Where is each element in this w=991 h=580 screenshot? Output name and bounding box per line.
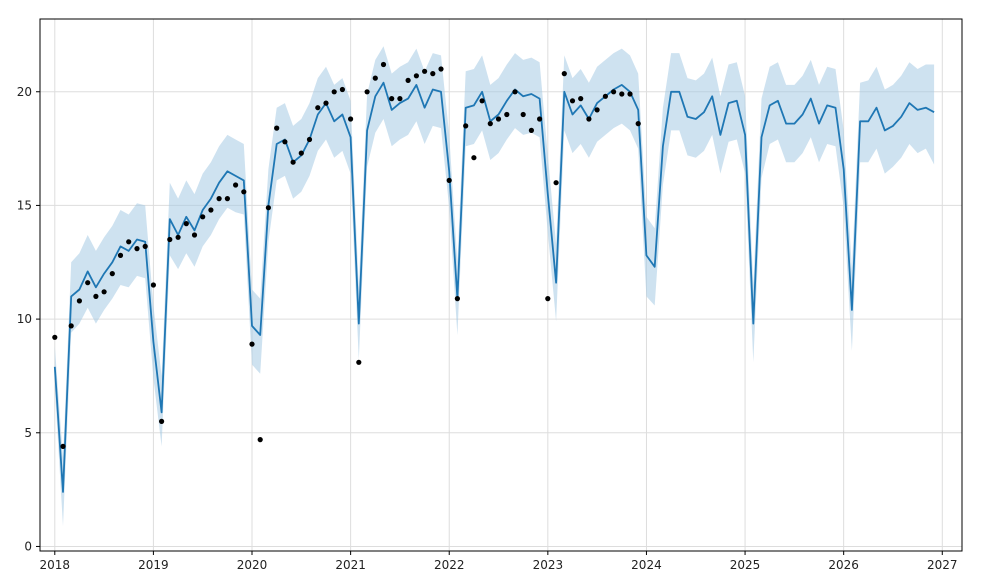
- observed-point: [142, 243, 148, 249]
- x-axis: 2018 2019 2020 2021 2022 2023 2024 2025 2026 2027: [40, 551, 958, 572]
- y-tick-label: 20: [17, 85, 32, 99]
- observed-point: [627, 91, 633, 97]
- observed-point: [216, 196, 222, 202]
- observed-point: [619, 91, 625, 97]
- observed-point: [446, 177, 452, 183]
- observed-point: [274, 125, 280, 131]
- x-tick-label: 2027: [927, 558, 958, 572]
- observed-point: [348, 116, 354, 122]
- observed-point: [356, 359, 362, 365]
- observed-point: [611, 89, 617, 95]
- observed-point: [528, 127, 535, 133]
- observed-point: [602, 93, 609, 99]
- observed-point: [438, 66, 444, 72]
- observed-point: [405, 77, 411, 83]
- observed-point: [159, 418, 165, 424]
- observed-point: [224, 196, 230, 202]
- uncertainty-band-area: [54, 46, 935, 527]
- x-tick-label: 2026: [828, 558, 859, 572]
- observed-point: [578, 96, 584, 102]
- observed-point: [191, 232, 198, 238]
- observed-point: [52, 334, 58, 340]
- y-tick-label: 0: [24, 539, 32, 553]
- observed-point: [422, 68, 428, 74]
- observed-point: [537, 116, 543, 122]
- plot-frame: [39, 18, 963, 552]
- observed-point: [495, 116, 502, 122]
- observed-point: [117, 252, 124, 258]
- observed-point: [389, 96, 395, 102]
- observed-point: [635, 121, 641, 127]
- observed-point: [183, 221, 189, 227]
- observed-point: [331, 89, 337, 95]
- y-tick-label: 10: [17, 312, 32, 326]
- observed-point: [471, 155, 477, 161]
- y-tick-label: 15: [17, 198, 32, 212]
- observed-point: [233, 182, 239, 188]
- observed-point: [290, 159, 296, 165]
- observed-point: [323, 100, 329, 106]
- observed-point: [545, 296, 551, 302]
- observed-point: [586, 116, 592, 122]
- observed-point: [93, 293, 99, 299]
- observed-point: [463, 123, 469, 129]
- observed-point: [512, 89, 518, 95]
- observed-point: [315, 105, 321, 111]
- observed-point: [76, 298, 82, 304]
- observed-point: [68, 323, 74, 329]
- observed-point: [372, 75, 378, 81]
- forecast-line-group: [53, 81, 935, 493]
- observed-point: [126, 239, 132, 245]
- observed-point: [109, 271, 115, 277]
- observed-point: [298, 150, 304, 156]
- observed-point: [380, 61, 387, 68]
- x-tick-label: 2021: [335, 558, 366, 572]
- observed-point: [241, 189, 247, 195]
- observed-point: [504, 111, 510, 118]
- x-tick-label: 2024: [631, 558, 662, 572]
- observed-point: [413, 73, 419, 79]
- forecast-line: [53, 81, 935, 493]
- observed-point: [339, 86, 345, 93]
- observed-point: [85, 280, 91, 286]
- observed-point: [200, 214, 206, 220]
- observed-point: [167, 236, 173, 243]
- observed-point: [150, 282, 156, 288]
- observed-point: [175, 234, 181, 240]
- uncertainty-band: [54, 46, 935, 527]
- observed-point: [430, 71, 436, 77]
- x-tick-label: 2020: [237, 558, 268, 572]
- x-tick-label: 2022: [434, 558, 465, 572]
- observed-point: [265, 205, 271, 211]
- y-axis: 0 5 10 15 20: [17, 85, 40, 553]
- observed-point: [282, 139, 288, 145]
- observed-point: [257, 437, 263, 443]
- observed-point: [594, 107, 600, 113]
- x-tick-label: 2018: [40, 558, 71, 572]
- observed-point: [134, 246, 140, 252]
- observed-point: [60, 443, 66, 449]
- axes: 2018 2019 2020 2021 2022 2023 2024 2025 2026 2027…: [17, 85, 958, 572]
- observed-point: [454, 296, 460, 302]
- grid-lines: [40, 19, 962, 551]
- observed-points: [52, 61, 641, 449]
- observed-point: [306, 136, 313, 143]
- observed-point: [553, 180, 559, 186]
- observed-point: [487, 121, 493, 127]
- y-tick-label: 5: [24, 426, 32, 440]
- x-tick-label: 2025: [730, 558, 761, 572]
- x-tick-label: 2019: [138, 558, 169, 572]
- observed-point: [397, 96, 403, 102]
- observed-point: [249, 341, 255, 347]
- observed-point: [479, 98, 485, 104]
- observed-point: [520, 111, 526, 118]
- observed-point: [364, 89, 370, 95]
- observed-point: [569, 98, 576, 104]
- observed-point: [101, 289, 107, 295]
- x-tick-label: 2023: [533, 558, 564, 572]
- observed-point: [208, 207, 214, 213]
- observed-point: [561, 71, 567, 77]
